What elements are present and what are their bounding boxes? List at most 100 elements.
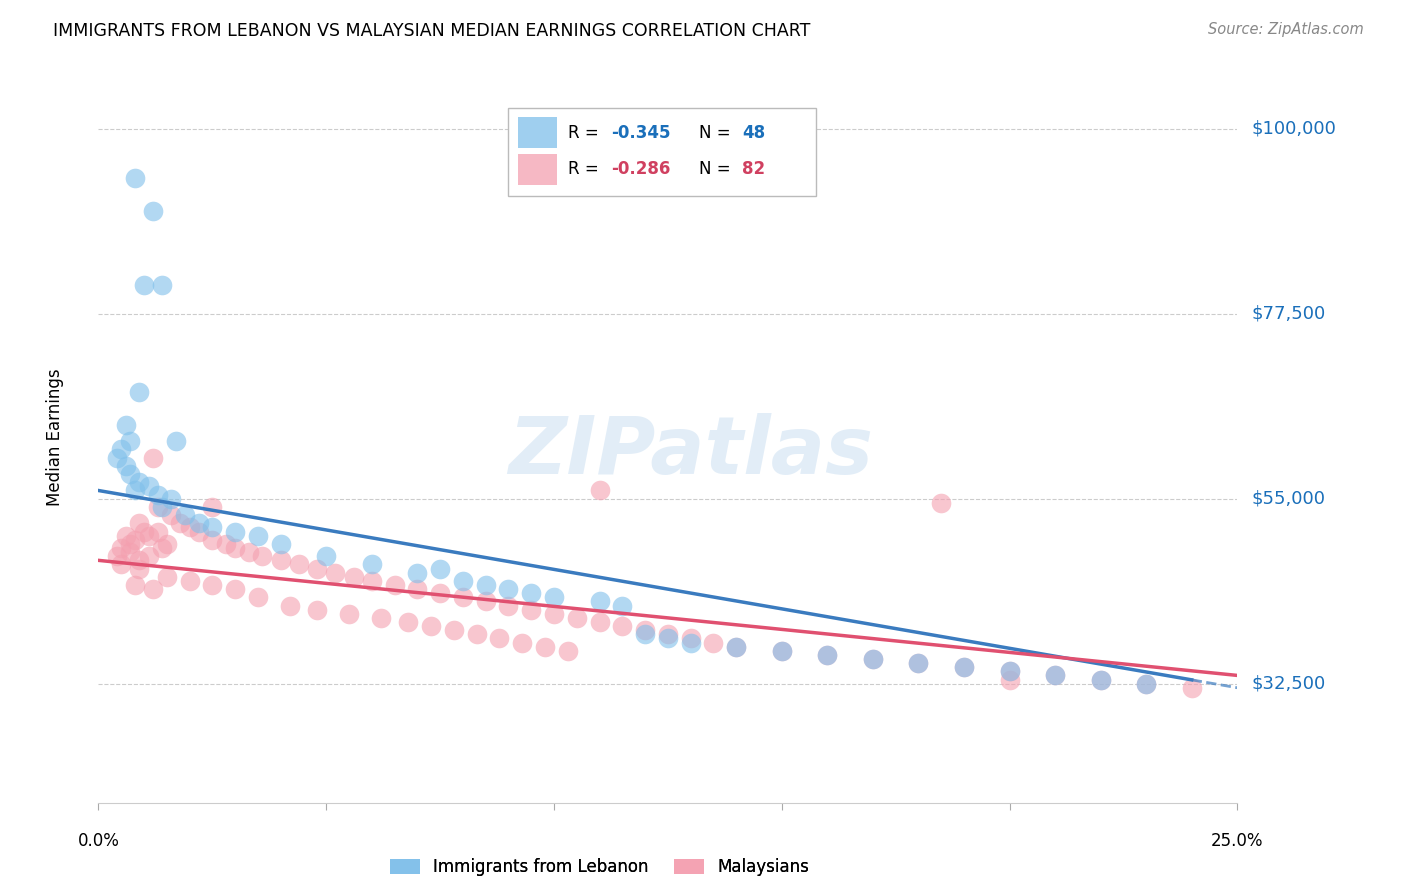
Point — [443, 624, 465, 638]
Point — [657, 627, 679, 641]
Point — [498, 599, 520, 613]
Point — [474, 594, 496, 608]
Point — [451, 591, 474, 605]
Point — [862, 652, 884, 666]
Point — [110, 558, 132, 572]
Point — [120, 545, 142, 559]
Point — [142, 450, 165, 465]
Point — [238, 545, 260, 559]
Text: N =: N = — [699, 161, 735, 178]
Point — [146, 487, 169, 501]
FancyBboxPatch shape — [517, 118, 557, 148]
Point — [142, 582, 165, 596]
Point — [770, 644, 793, 658]
Point — [953, 660, 976, 674]
Point — [120, 537, 142, 551]
Point — [215, 537, 238, 551]
Text: -0.286: -0.286 — [610, 161, 671, 178]
Point — [1043, 668, 1066, 682]
Point — [420, 619, 443, 633]
Point — [862, 652, 884, 666]
Point — [128, 516, 150, 531]
Point — [679, 632, 702, 646]
Point — [702, 635, 724, 649]
Point — [278, 599, 301, 613]
Text: 82: 82 — [742, 161, 765, 178]
Point — [384, 578, 406, 592]
Point — [252, 549, 274, 564]
Point — [201, 520, 224, 534]
Point — [360, 558, 382, 572]
Point — [337, 607, 360, 621]
Text: -0.345: -0.345 — [610, 124, 671, 142]
Point — [114, 417, 136, 432]
Point — [132, 278, 155, 293]
Point — [270, 537, 292, 551]
Point — [488, 632, 510, 646]
Text: $55,000: $55,000 — [1251, 490, 1326, 508]
Point — [315, 549, 337, 564]
Point — [543, 607, 565, 621]
FancyBboxPatch shape — [509, 108, 815, 195]
Point — [1135, 676, 1157, 690]
Point — [201, 500, 224, 514]
Point — [929, 496, 952, 510]
Point — [370, 611, 392, 625]
Point — [156, 537, 179, 551]
Point — [224, 541, 246, 555]
Point — [342, 570, 364, 584]
Point — [1090, 673, 1112, 687]
Point — [612, 599, 634, 613]
Point — [246, 591, 269, 605]
Point — [953, 660, 976, 674]
Point — [132, 524, 155, 539]
Point — [124, 533, 146, 547]
Text: R =: R = — [568, 161, 603, 178]
Text: 48: 48 — [742, 124, 765, 142]
Point — [557, 644, 579, 658]
Point — [612, 619, 634, 633]
Point — [150, 500, 173, 514]
Point — [634, 627, 657, 641]
Point — [657, 632, 679, 646]
Point — [224, 582, 246, 596]
Point — [998, 665, 1021, 679]
Text: 0.0%: 0.0% — [77, 831, 120, 849]
Point — [128, 384, 150, 399]
Point — [114, 529, 136, 543]
Text: ZIPatlas: ZIPatlas — [508, 413, 873, 491]
Point — [110, 442, 132, 457]
Point — [474, 578, 496, 592]
Point — [323, 566, 346, 580]
Point — [146, 524, 169, 539]
Point — [1043, 668, 1066, 682]
Point — [138, 549, 160, 564]
Point — [138, 479, 160, 493]
Point — [725, 640, 748, 654]
Point — [124, 171, 146, 186]
Point — [307, 561, 329, 575]
Point — [114, 458, 136, 473]
Point — [187, 516, 209, 531]
Point — [510, 635, 533, 649]
Point — [201, 533, 224, 547]
Point — [288, 558, 311, 572]
Legend: Immigrants from Lebanon, Malaysians: Immigrants from Lebanon, Malaysians — [384, 851, 815, 883]
Point — [150, 541, 173, 555]
Text: R =: R = — [568, 124, 603, 142]
Point — [124, 483, 146, 498]
FancyBboxPatch shape — [517, 154, 557, 185]
Point — [156, 570, 179, 584]
Point — [160, 508, 183, 523]
Point — [815, 648, 838, 662]
Point — [815, 648, 838, 662]
Point — [1135, 676, 1157, 690]
Point — [150, 278, 173, 293]
Point — [588, 483, 610, 498]
Point — [429, 586, 451, 600]
Point — [246, 529, 269, 543]
Point — [465, 627, 488, 641]
Point — [165, 434, 187, 449]
Text: $77,500: $77,500 — [1251, 305, 1326, 323]
Point — [270, 553, 292, 567]
